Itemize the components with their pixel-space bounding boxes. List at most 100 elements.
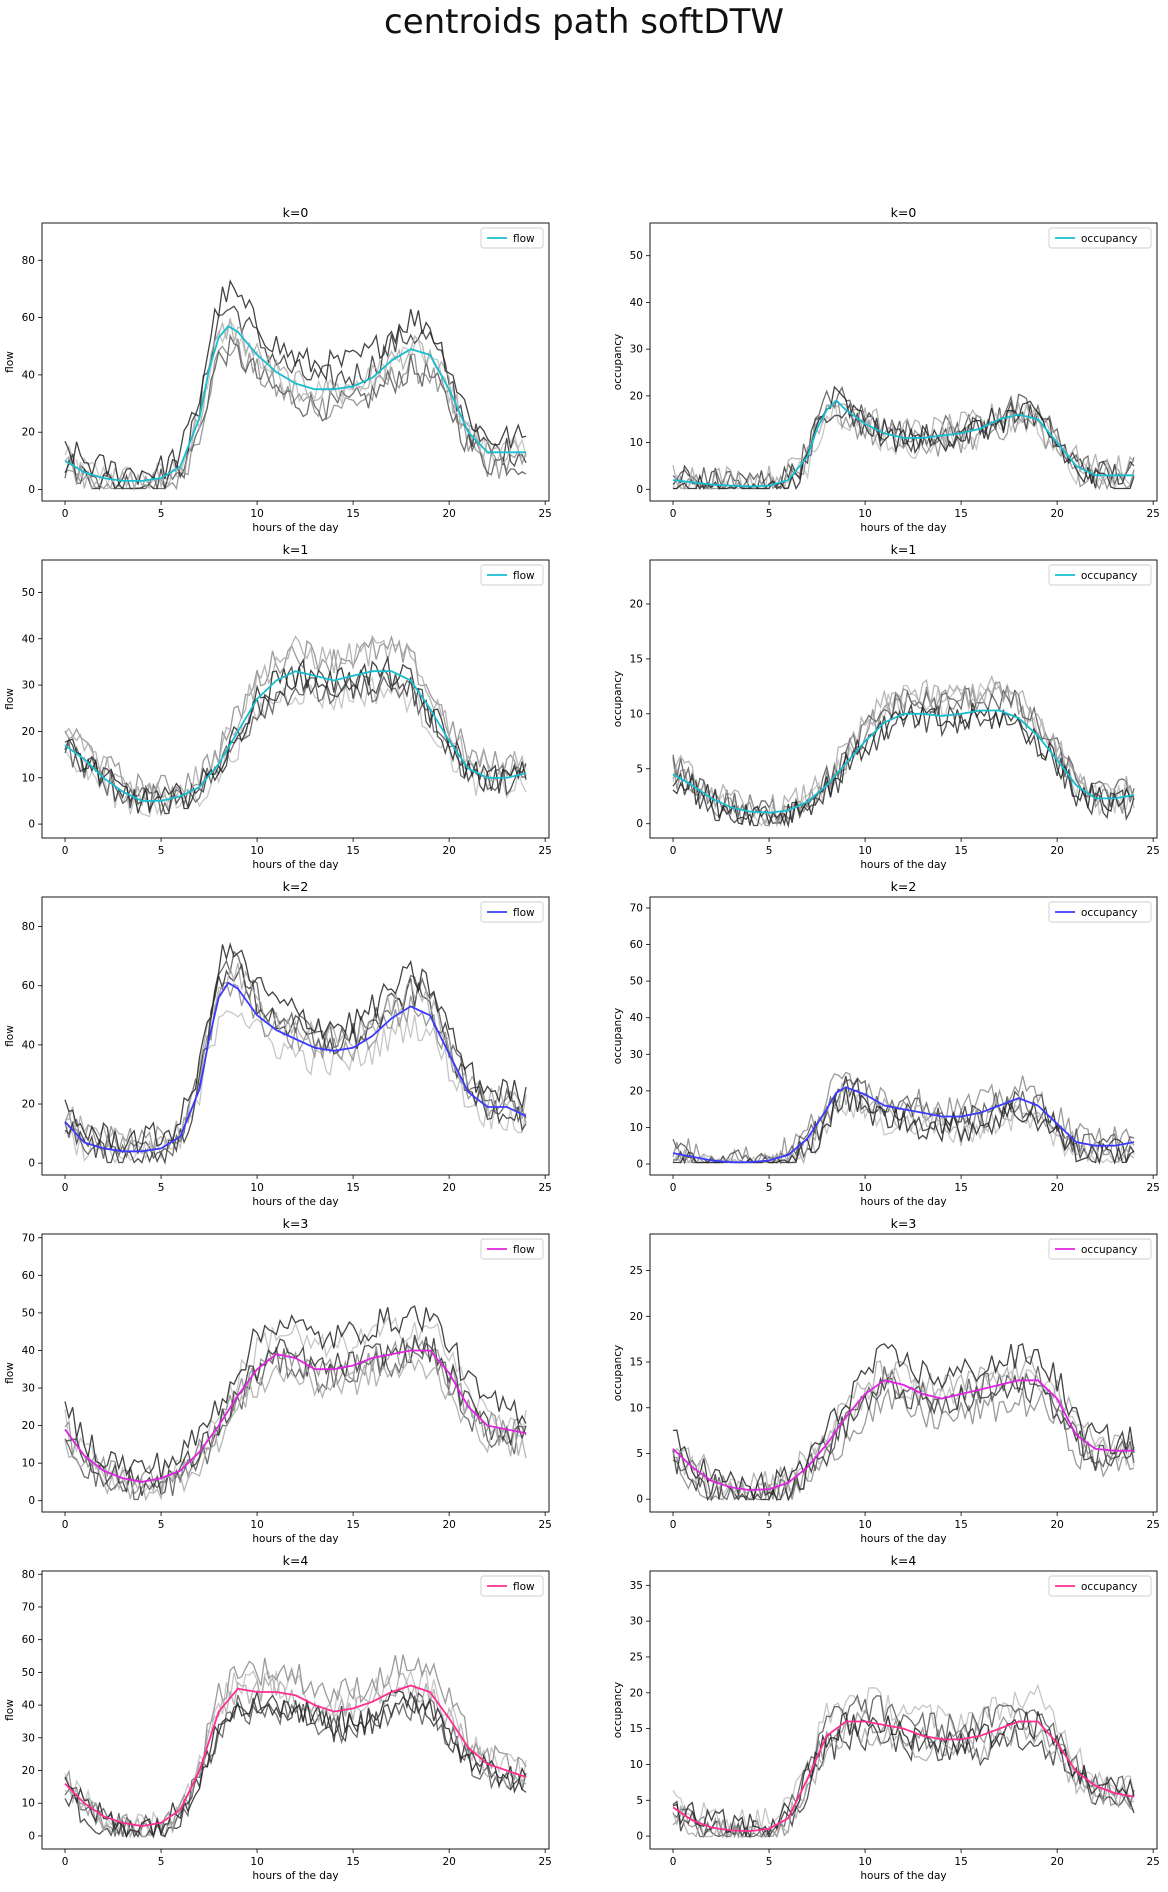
- y-axis-label: flow: [4, 1699, 16, 1721]
- y-tick-label: 0: [28, 484, 35, 496]
- y-tick-label: 10: [630, 1122, 643, 1134]
- x-axis-label: hours of the day: [860, 1196, 946, 1208]
- x-tick-label: 25: [538, 508, 551, 520]
- legend-box: [1048, 901, 1152, 923]
- x-axis-label: hours of the day: [252, 1870, 338, 1882]
- x-tick-label: 5: [158, 1519, 165, 1531]
- raw-trace-line: [65, 962, 527, 1160]
- y-tick-label: 50: [630, 976, 643, 988]
- panel-title: k=4: [891, 1553, 917, 1568]
- panel-title: k=2: [891, 879, 917, 894]
- legend-box: [480, 227, 544, 249]
- raw-trace-line: [672, 1718, 1135, 1839]
- y-axis-label: flow: [4, 688, 16, 710]
- raw-trace-line: [672, 702, 1135, 827]
- legend-label: flow: [513, 570, 535, 582]
- chart-panel: 0 5 10 15 20 25 0 10 20 30 40 50 60 70 80 k=4 hours of t…: [4, 1553, 552, 1882]
- y-tick-label: 35: [630, 1580, 643, 1592]
- x-tick-label: 5: [766, 1182, 773, 1194]
- chart-panel: 0 5 10 15 20 25 0 5 10 15 20 25 30 35 k=4 hours of the …: [612, 1553, 1160, 1882]
- x-tick-label: 15: [954, 845, 967, 857]
- x-tick-label: 10: [250, 845, 263, 857]
- plot-frame: [649, 896, 1158, 1176]
- x-tick-label: 20: [1050, 1182, 1063, 1194]
- x-axis-label: hours of the day: [860, 859, 946, 871]
- centroid-line: [672, 399, 1134, 488]
- x-tick-label: 20: [1050, 845, 1063, 857]
- centroid-line: [64, 981, 527, 1153]
- chart-panel: 0 5 10 15 20 25 0 10 20 30 40 50 60 70 k=3 hours of the…: [4, 1216, 552, 1545]
- chart-panel: 0 5 10 15 20 25 0 10 20 30 40 50 k=0 hours of the day…: [612, 205, 1160, 534]
- y-tick-label: 0: [636, 1831, 643, 1843]
- raw-trace-line: [64, 1689, 527, 1839]
- legend-label: flow: [513, 907, 535, 919]
- y-tick-label: 0: [28, 819, 35, 831]
- x-tick-label: 25: [1146, 1856, 1159, 1868]
- y-axis-label: occupancy: [612, 1008, 624, 1064]
- x-tick-label: 10: [858, 508, 871, 520]
- y-tick-label: 20: [22, 427, 35, 439]
- y-tick-label: 60: [22, 980, 35, 992]
- y-tick-label: 5: [636, 1795, 643, 1807]
- legend-label: occupancy: [1081, 1581, 1137, 1593]
- x-tick-label: 10: [250, 1182, 263, 1194]
- y-tick-label: 0: [636, 1159, 643, 1171]
- centroid-line: [672, 1720, 1135, 1833]
- chart-panel: 0 5 10 15 20 25 0 10 20 30 40 50 k=1 hours of the day…: [4, 542, 552, 871]
- y-axis-label: occupancy: [612, 1345, 624, 1401]
- y-tick-label: 70: [22, 1601, 35, 1613]
- raw-trace-line: [64, 1305, 527, 1480]
- x-axis-label: hours of the day: [252, 1533, 338, 1545]
- centroid-line: [672, 709, 1135, 814]
- x-tick-label: 25: [538, 1519, 551, 1531]
- x-tick-label: 0: [62, 1182, 69, 1194]
- x-tick-label: 20: [1050, 508, 1063, 520]
- y-tick-label: 10: [22, 772, 35, 784]
- x-tick-label: 20: [1050, 1856, 1063, 1868]
- raw-trace-line: [64, 1334, 527, 1497]
- x-tick-label: 0: [62, 845, 69, 857]
- y-axis-label: occupancy: [612, 1682, 624, 1738]
- y-tick-label: 15: [630, 1723, 643, 1735]
- raw-trace-line: [64, 1355, 527, 1502]
- y-tick-label: 70: [22, 1232, 35, 1244]
- raw-trace-line: [64, 1691, 527, 1839]
- y-tick-label: 20: [22, 1099, 35, 1111]
- raw-trace-line: [672, 1082, 1135, 1166]
- raw-trace-line: [672, 1387, 1135, 1501]
- raw-trace-line: [64, 1342, 527, 1501]
- x-tick-label: 10: [250, 1519, 263, 1531]
- plot-frame: [649, 222, 1158, 502]
- y-tick-label: 70: [630, 902, 643, 914]
- raw-trace-line: [64, 1672, 527, 1839]
- y-tick-label: 20: [630, 390, 643, 402]
- x-tick-label: 10: [250, 508, 263, 520]
- y-tick-label: 40: [22, 1039, 35, 1051]
- y-tick-label: 0: [636, 1494, 643, 1506]
- y-tick-label: 30: [630, 1616, 643, 1628]
- raw-trace-line: [64, 333, 527, 491]
- raw-trace-line: [64, 634, 527, 803]
- centroid-line: [64, 670, 527, 802]
- y-axis-label: flow: [4, 1025, 16, 1047]
- y-tick-label: 60: [22, 1270, 35, 1282]
- legend-label: occupancy: [1081, 570, 1137, 582]
- x-tick-label: 15: [954, 1182, 967, 1194]
- y-tick-label: 60: [22, 312, 35, 324]
- x-tick-label: 0: [670, 508, 677, 520]
- x-tick-label: 10: [250, 1856, 263, 1868]
- x-tick-label: 5: [766, 845, 773, 857]
- raw-traces: [64, 634, 527, 818]
- x-tick-label: 0: [670, 1519, 677, 1531]
- x-tick-label: 5: [766, 1856, 773, 1868]
- x-tick-label: 5: [766, 1519, 773, 1531]
- y-tick-label: 0: [636, 484, 643, 496]
- x-tick-label: 20: [442, 845, 455, 857]
- x-tick-label: 20: [442, 1519, 455, 1531]
- y-tick-label: 30: [630, 1049, 643, 1061]
- raw-trace-line: [64, 318, 527, 492]
- x-axis-label: hours of the day: [252, 859, 338, 871]
- x-tick-label: 0: [62, 1856, 69, 1868]
- legend-label: flow: [513, 233, 535, 245]
